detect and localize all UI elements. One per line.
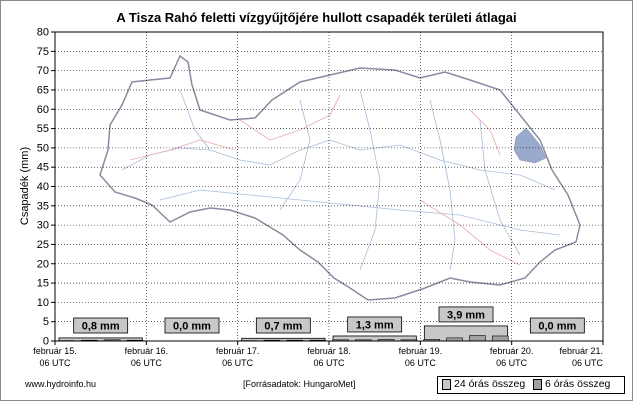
y-tick-label: 0 xyxy=(43,336,49,348)
y-tick-label: 40 xyxy=(37,181,49,193)
y-tick-label: 55 xyxy=(37,123,49,135)
bar-6h xyxy=(491,335,509,342)
bar-value-box xyxy=(164,317,220,334)
upper-basin-highlight xyxy=(513,127,547,164)
bar-value-label: 1,3 mm xyxy=(356,319,394,331)
bar-6h xyxy=(469,335,486,342)
legend-label-6h: 6 órás összeg xyxy=(545,378,611,390)
legend-item-6h: 6 órás összeg xyxy=(533,378,610,390)
bar-value-label: 3,9 mm xyxy=(447,309,485,321)
y-tick-label: 45 xyxy=(37,162,49,174)
x-tick-label: 06 UTC xyxy=(313,358,345,368)
y-tick-label: 70 xyxy=(37,65,49,77)
x-tick-label: 06 UTC xyxy=(496,358,528,368)
bars: 0,8 mm 0,0 mm 0,7 mm 1,3 mm 3,9 mm 0,0 mm xyxy=(58,306,585,342)
bar-value-box xyxy=(529,317,585,334)
x-tick-label: 06 UTC xyxy=(131,358,163,368)
y-tick-label: 50 xyxy=(37,142,49,154)
y-tick-label: 10 xyxy=(37,297,49,309)
y-tick-label: 80 xyxy=(37,27,49,39)
basin-outline xyxy=(99,54,581,301)
footer-site: www.hydroinfo.hu xyxy=(25,379,97,389)
chart-title: A Tisza Rahó feletti vízgyűjtőjére hullo… xyxy=(116,10,517,25)
bar-value-label: 0,8 mm xyxy=(82,321,120,333)
y-tick-label: 30 xyxy=(37,220,49,232)
y-tick-label: 60 xyxy=(37,104,49,116)
x-tick-label: február 19. xyxy=(399,346,443,356)
y-tick-label: 20 xyxy=(37,258,49,270)
legend-label-24h: 24 órás összeg xyxy=(454,378,526,390)
plot-area-border xyxy=(54,31,604,342)
bar-value-box xyxy=(255,317,311,334)
y-tick-label: 35 xyxy=(37,200,49,212)
y-tick-label: 15 xyxy=(37,278,49,290)
y-tick-label: 25 xyxy=(37,239,49,251)
x-tick-label: február 20. xyxy=(490,346,534,356)
bar-value-label: 0,0 mm xyxy=(173,321,211,333)
x-tick-label: 06 UTC xyxy=(222,358,254,368)
chart-grid xyxy=(55,32,603,341)
x-axis-ticks: február 15. 06 UTC február 16. 06 UTC februá… xyxy=(33,341,604,368)
basin-map-image xyxy=(99,54,581,301)
x-tick-label: február 16. xyxy=(125,346,169,356)
bar-value-box xyxy=(73,317,129,334)
bar-value-box xyxy=(347,316,403,333)
x-tick-label: február 21. xyxy=(559,346,603,356)
legend-item-24h: 24 órás összeg xyxy=(442,378,525,390)
x-tick-label: 06 UTC xyxy=(572,358,604,368)
footer-source: [Forrásadatok: HungaroMet] xyxy=(243,379,356,389)
x-tick-label: február 17. xyxy=(216,346,260,356)
y-tick-label: 75 xyxy=(37,46,49,58)
bar-value-label: 0,0 mm xyxy=(538,321,576,333)
legend-swatch-6h xyxy=(533,378,542,390)
bar-value-box xyxy=(438,306,494,323)
legend-swatch-24h xyxy=(442,378,451,390)
map-borders xyxy=(129,94,521,266)
x-tick-label: február 15. xyxy=(33,346,77,356)
x-tick-label: február 18. xyxy=(307,346,351,356)
bar-value-label: 0,7 mm xyxy=(264,321,302,333)
y-axis-ticks: 0 5 10 15 20 25 30 35 40 45 50 55 60 65 70 75 80 xyxy=(37,27,55,348)
y-tick-label: 5 xyxy=(43,316,49,328)
chart-legend: 24 órás összeg 6 órás összeg xyxy=(437,376,625,394)
map-rivers xyxy=(121,89,561,271)
x-tick-label: 06 UTC xyxy=(405,358,437,368)
y-tick-label: 65 xyxy=(37,84,49,96)
x-tick-label: 06 UTC xyxy=(39,358,71,368)
